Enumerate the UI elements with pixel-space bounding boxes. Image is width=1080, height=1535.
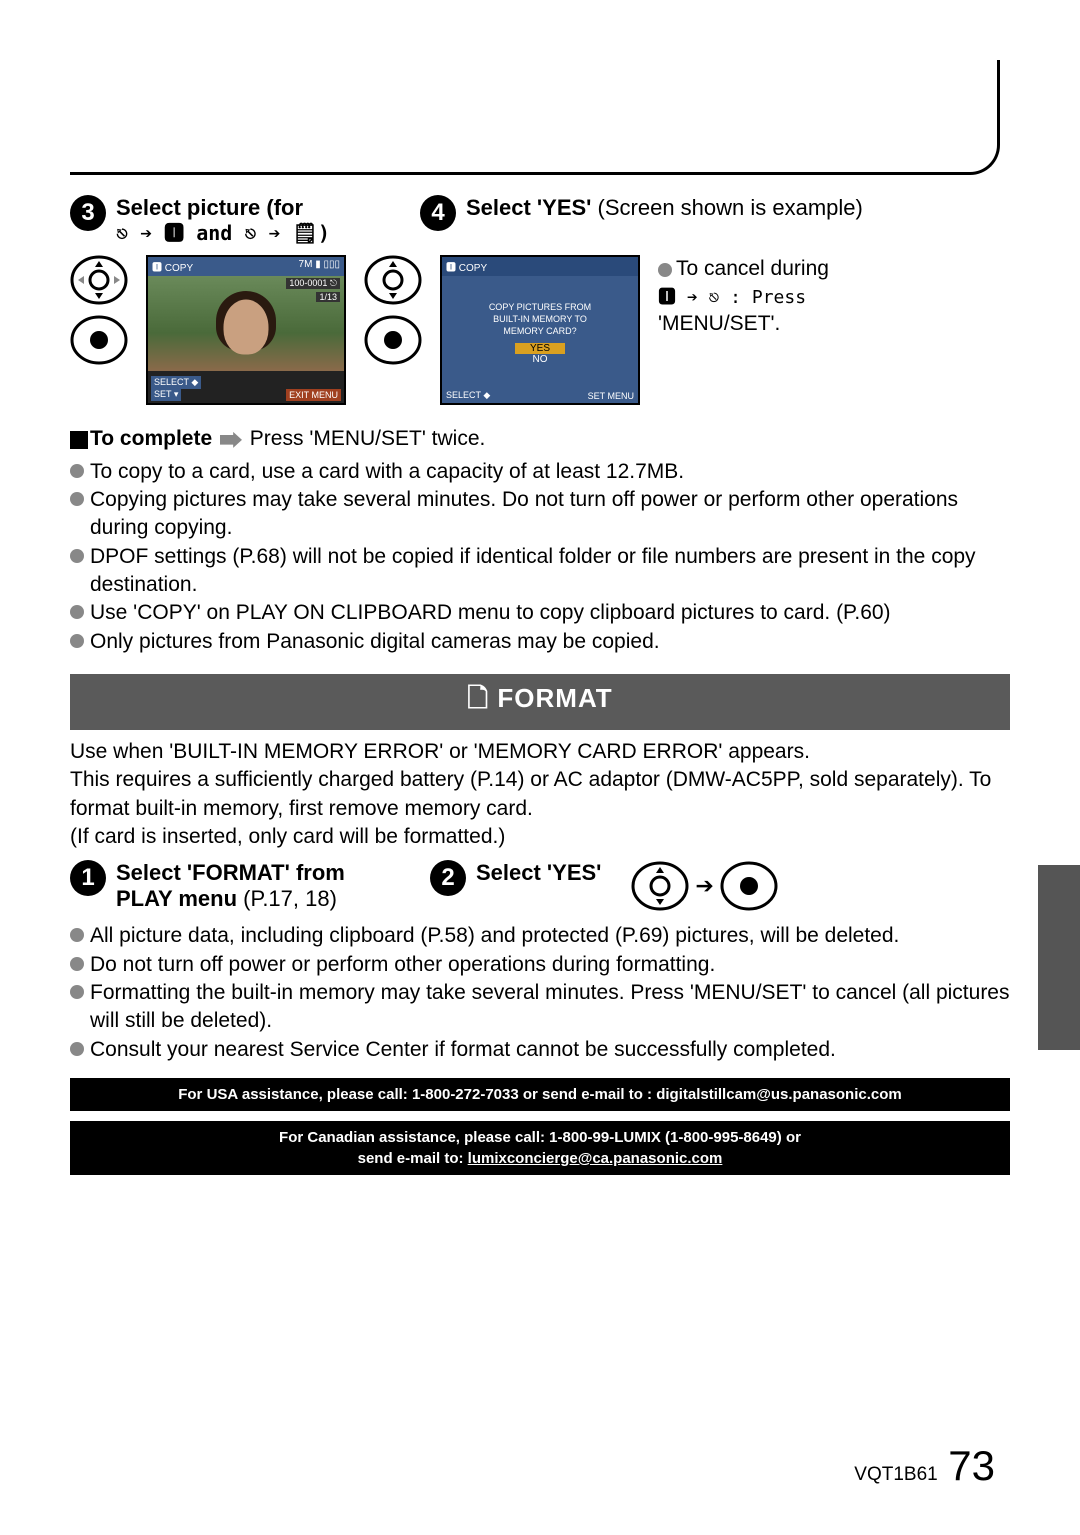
bullet-text: Do not turn off power or perform other o… <box>90 951 715 979</box>
format-step-1-badge: 1 <box>70 860 106 896</box>
to-complete: To complete Press 'MENU/SET' twice. <box>70 425 1010 453</box>
support-canada: For Canadian assistance, please call: 1-… <box>70 1121 1010 1175</box>
side-tab <box>1038 865 1080 1050</box>
screen2-msg: COPY PICTURES FROM BUILT-IN MEMORY TO ME… <box>442 302 638 337</box>
screen2-select: SELECT ◆ <box>446 390 490 401</box>
screen2-set: SET MENU <box>588 391 634 401</box>
screen-header-right: 7M ▮ ▯▯▯ <box>299 259 340 274</box>
support-boxes: For USA assistance, please call: 1-800-2… <box>70 1078 1010 1175</box>
page-footer: VQT1B61 73 <box>854 1442 995 1490</box>
format-step-2: Select 'YES' <box>476 860 601 886</box>
step-4-title: Select 'YES' (Screen shown is example) <box>466 195 863 221</box>
screen-copy-confirm: 🅸 COPY COPY PICTURES FROM BUILT-IN MEMOR… <box>440 255 640 405</box>
dpad-icon <box>631 861 689 911</box>
format-bullets: All picture data, including clipboard (P… <box>70 922 1010 1064</box>
bullet-text: Only pictures from Panasonic digital cam… <box>90 628 660 656</box>
screen-header-left: 🅸 COPY <box>152 259 193 274</box>
dpad-icon <box>364 315 422 365</box>
bullet-text: Consult your nearest Service Center if f… <box>90 1036 836 1064</box>
arrow-icon <box>220 432 242 448</box>
dpad-icon <box>364 255 422 305</box>
dpad-icon <box>70 315 128 365</box>
doc-id: VQT1B61 <box>854 1464 937 1485</box>
no-option: NO <box>515 354 565 365</box>
screen-set: SET ▾ <box>151 388 181 401</box>
format-step-2-badge: 2 <box>430 860 466 896</box>
dpad-icon <box>70 255 128 305</box>
complete-label: To complete <box>90 427 212 450</box>
format-intro: Use when 'BUILT-IN MEMORY ERROR' or 'MEM… <box>70 738 1010 851</box>
complete-text: Press 'MENU/SET' twice. <box>244 427 485 450</box>
bullet-text: DPOF settings (P.68) will not be copied … <box>90 543 1010 600</box>
dpad-pair-2 <box>364 255 422 365</box>
bullet-text: Copying pictures may take several minute… <box>90 486 1010 543</box>
step-3-badge: 3 <box>70 195 106 231</box>
screen-counter: 100-0001 ⎋ <box>286 278 340 289</box>
bullet-text: Use 'COPY' on PLAY ON CLIPBOARD menu to … <box>90 599 891 627</box>
dpad-inline: ➔ <box>631 860 777 913</box>
format-steps: 1 Select 'FORMAT' from PLAY menu (P.17, … <box>70 860 1010 913</box>
top-container <box>70 60 1000 175</box>
screen-page: 1/13 <box>316 292 340 302</box>
yes-option: YES <box>515 343 565 354</box>
screen2-header: 🅸 COPY <box>442 257 638 276</box>
bullet-text: To copy to a card, use a card with a cap… <box>90 458 684 486</box>
format-step-1: Select 'FORMAT' from PLAY menu (P.17, 18… <box>116 860 345 913</box>
screens-row: 🅸 COPY 7M ▮ ▯▯▯ 100-0001 ⎋ 1/13 SELECT ◆… <box>70 255 1010 405</box>
cancel-note: To cancel during 🅸 ➔ ⎋ : Press 'MENU/SET… <box>658 255 829 337</box>
bullet-text: All picture data, including clipboard (P… <box>90 922 899 950</box>
steps-row: 3 Select picture (for ⎋ ➔ 🅸 and ⎋ ➔ 🗒) 4… <box>70 195 1010 245</box>
step-3-title: Select picture (for <box>116 195 330 221</box>
page-number: 73 <box>948 1442 995 1489</box>
step-4-title-normal: (Screen shown is example) <box>591 195 862 220</box>
dpad-pair-1 <box>70 255 128 365</box>
dpad-icon <box>720 861 778 911</box>
screen-copy-picture: 🅸 COPY 7M ▮ ▯▯▯ 100-0001 ⎋ 1/13 SELECT ◆… <box>146 255 346 405</box>
support-usa: For USA assistance, please call: 1-800-2… <box>70 1078 1010 1111</box>
support-canada-link[interactable]: lumixconcierge@ca.panasonic.com <box>468 1150 723 1167</box>
screen-exit: EXIT MENU <box>286 389 341 401</box>
step-4-title-bold: Select 'YES' <box>466 195 591 220</box>
step-3-icons: ⎋ ➔ 🅸 and ⎋ ➔ 🗒) <box>116 221 330 245</box>
format-banner: 🗋 FORMAT <box>70 674 1010 730</box>
bullet-text: Formatting the built-in memory may take … <box>90 979 1010 1036</box>
copy-bullets: To copy to a card, use a card with a cap… <box>70 458 1010 656</box>
step-4-badge: 4 <box>420 195 456 231</box>
